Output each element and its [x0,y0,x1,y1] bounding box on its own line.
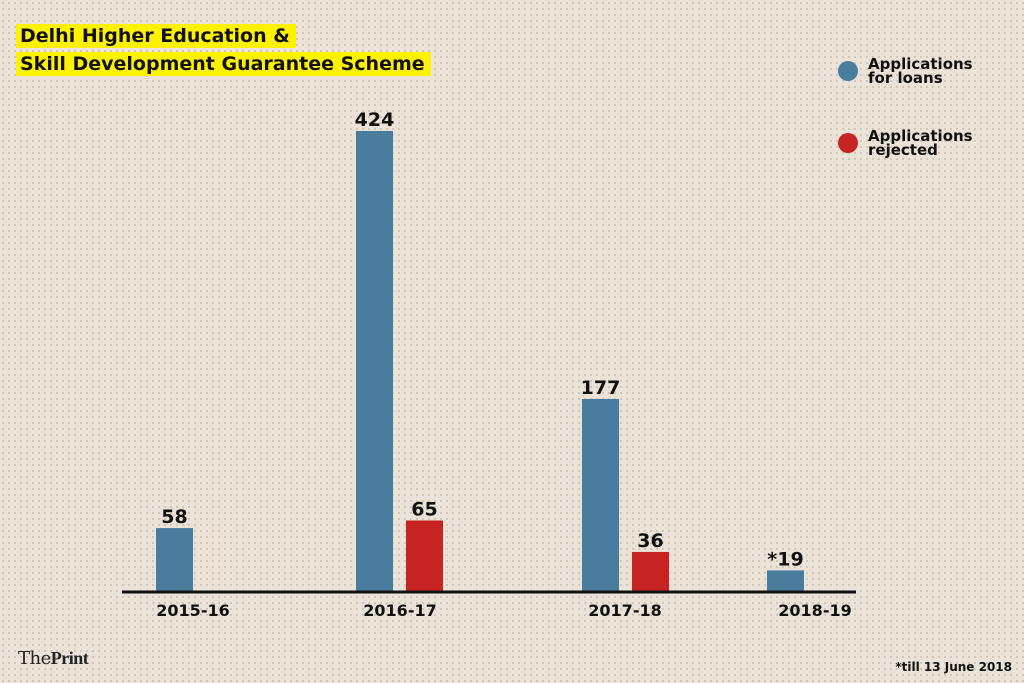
bars-layer: 58 424 177 *19 65 36 [156,109,804,591]
legend-swatch-loans [838,61,858,81]
data-label-loans-2017-18: 177 [581,377,621,399]
legend-label-loans-line-1: Applications [868,55,973,73]
x-tick-label-2018-19: 2018-19 [778,601,851,620]
bar-loans-2016-17 [356,131,393,591]
bar-loans-2015-16 [156,528,193,591]
legend-label-loans: Applications for loans [868,55,1008,87]
chart-title-line-2: Skill Development Guarantee Scheme [16,52,431,76]
legend-label-loans-line-2: for loans [868,69,943,87]
x-tick-label-2017-18: 2017-18 [588,601,661,620]
data-label-loans-2016-17: 424 [355,109,395,131]
data-label-rejected-2016-17: 65 [411,498,437,520]
legend-swatch-rejected [838,133,858,153]
data-label-rejected-2017-18: 36 [637,530,663,552]
data-label-loans-2015-16: 58 [161,506,187,528]
bar-rejected-2017-18 [632,551,669,591]
data-label-loans-2018-19: *19 [767,548,803,570]
legend-label-rejected: Applications rejected [868,127,1008,159]
footnote: *till 13 June 2018 [895,660,1012,674]
theprint-logo: ThePrint [18,648,89,669]
bar-loans-2018-19 [767,570,804,591]
x-tick-labels: 2015-16 2016-17 2017-18 2018-19 [156,601,851,620]
x-tick-label-2016-17: 2016-17 [363,601,436,620]
legend-label-rejected-line-1: Applications [868,127,973,145]
chart-title-line-1: Delhi Higher Education & [16,24,296,48]
bar-loans-2017-18 [582,398,619,591]
bar-rejected-2016-17 [406,520,443,591]
logo-print: Print [50,648,89,668]
x-tick-label-2015-16: 2015-16 [156,601,229,620]
legend-label-rejected-line-2: rejected [868,141,938,159]
logo-the: The [18,648,51,669]
